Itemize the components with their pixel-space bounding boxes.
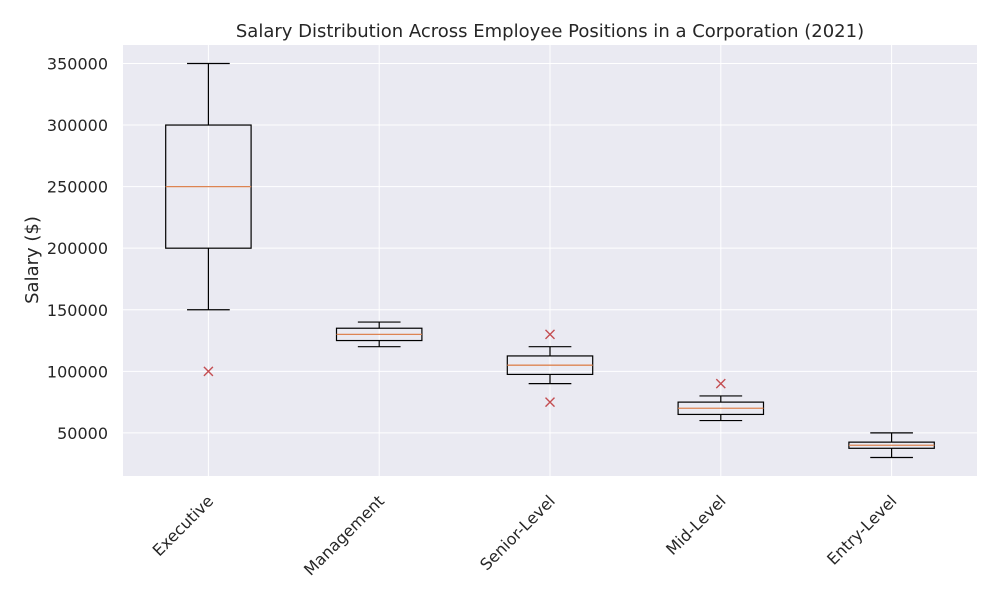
box-series bbox=[165, 62, 935, 459]
chart-title: Salary Distribution Across Employee Posi… bbox=[236, 21, 864, 42]
y-tick-label: 50000 bbox=[57, 424, 108, 443]
outlier-point bbox=[715, 378, 726, 389]
y-tick-label: 150000 bbox=[47, 301, 108, 320]
outlier-point bbox=[545, 397, 555, 408]
y-tick-label: 200000 bbox=[47, 239, 108, 258]
x-tick-label: Mid-Level bbox=[662, 491, 729, 558]
y-tick-label: 300000 bbox=[47, 116, 108, 135]
y-tick-label: 100000 bbox=[47, 362, 108, 381]
outlier-point bbox=[545, 329, 555, 340]
x-tick-label: Senior-Level bbox=[476, 491, 559, 574]
box-mid-level bbox=[677, 378, 765, 422]
box-senior-level bbox=[506, 329, 594, 408]
x-tick-label: Entry-Level bbox=[823, 491, 900, 568]
box-management bbox=[335, 321, 423, 348]
outlier-point bbox=[203, 366, 214, 377]
box-executive bbox=[165, 62, 252, 377]
y-axis-ticks: 50000 100000 150000 200000 250000 300000 35000… bbox=[47, 54, 108, 442]
y-tick-label: 250000 bbox=[47, 178, 108, 197]
x-axis-ticks: Executive Management Senior-Level Mid-Level… bbox=[149, 491, 901, 579]
x-tick-label: Executive bbox=[149, 491, 218, 560]
y-tick-label: 350000 bbox=[47, 54, 108, 73]
x-tick-label: Management bbox=[300, 491, 388, 579]
box-entry-level bbox=[848, 432, 935, 459]
y-axis-label: Salary ($) bbox=[22, 216, 43, 304]
